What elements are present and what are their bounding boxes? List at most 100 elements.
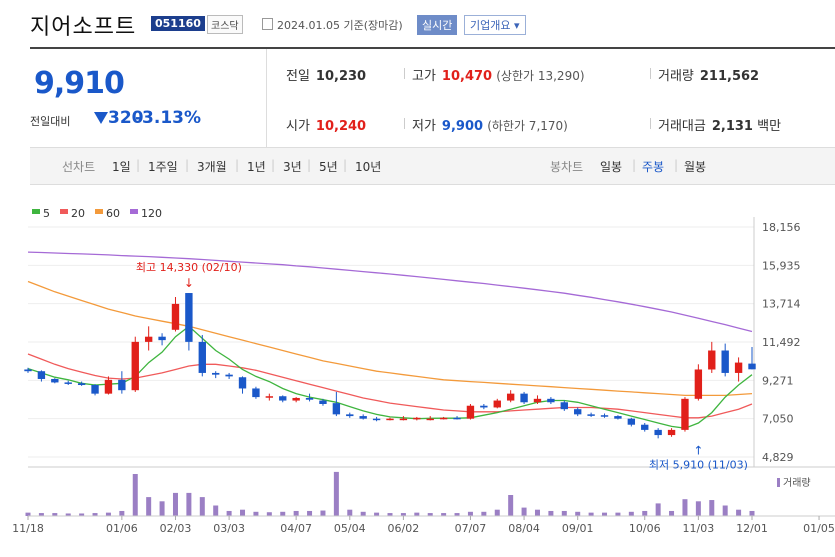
candle [533, 398, 542, 403]
volume-bar [186, 492, 192, 516]
candle [694, 369, 703, 399]
volume-bar [508, 495, 514, 516]
change-percent: -3.13% [135, 108, 202, 128]
candle [600, 415, 609, 417]
volume-bar [628, 511, 634, 516]
candle [614, 416, 622, 419]
tab-1y[interactable]: 1년 [247, 160, 266, 174]
divider [266, 49, 267, 147]
ma60-line [27, 280, 753, 397]
volume-bar [280, 511, 286, 516]
divider: | [185, 158, 190, 172]
y-tick-label: 13,714 [762, 298, 801, 311]
volume-bar [38, 513, 44, 516]
prev-close-value: 10,230 [315, 69, 367, 84]
prev-compare: 전일대비 [30, 113, 70, 129]
header-divider [30, 47, 835, 49]
candle-chart-label: 봉차트 [550, 160, 584, 174]
volume-bar [722, 505, 728, 516]
volume-bar [481, 511, 487, 516]
candle [748, 363, 756, 370]
header: 지어소프트 051160 코스닥 2024.01.05 기준(장마감) 실시간 … [0, 0, 835, 48]
candle [279, 396, 287, 401]
volume-bar [588, 512, 594, 516]
period-tabs: 선차트 1일 | 1주일 | 3개월 | 1년 | 3년 | 5년 | 10년 … [30, 148, 835, 185]
candle [734, 362, 743, 373]
low-label: 저가 [412, 119, 436, 134]
candle [118, 379, 126, 391]
candle [587, 414, 595, 416]
candle [506, 393, 515, 401]
x-tick-label: 09/01 [562, 522, 594, 535]
volume-bar [132, 474, 138, 516]
divider: | [235, 158, 240, 172]
volume-bar [602, 512, 608, 516]
tab-1d[interactable]: 1일 [112, 160, 131, 174]
volume-bar [575, 511, 581, 516]
volume-bar [655, 503, 661, 516]
legend-swatch [32, 209, 40, 214]
stock-code: 051160 [151, 16, 205, 31]
volume-bar [467, 511, 473, 516]
tab-10y[interactable]: 10년 [355, 160, 382, 174]
volume-bar [293, 510, 299, 516]
quote-date: 2024.01.05 기준(장마감) [262, 17, 403, 33]
volume-bar [320, 510, 326, 516]
volume-bar [172, 492, 178, 516]
candle [493, 400, 501, 408]
tab-3m[interactable]: 3개월 [197, 160, 227, 174]
tab-5y[interactable]: 5년 [319, 160, 338, 174]
divider: | [136, 158, 141, 172]
candle [681, 398, 689, 430]
legend-swatch [777, 478, 780, 487]
x-tick-label: 03/03 [213, 522, 245, 535]
realtime-button[interactable]: 실시간 [417, 15, 458, 35]
ma120-line [27, 251, 753, 333]
low-value: 9,900 [441, 119, 484, 134]
tab-1w[interactable]: 1주일 [148, 160, 178, 174]
candle [131, 341, 139, 391]
lower-limit: (하한가 7,170) [487, 119, 568, 133]
x-tick-label: 12/01 [736, 522, 768, 535]
candle [37, 371, 46, 379]
candle [413, 417, 421, 420]
candle [547, 398, 555, 403]
candle [305, 397, 314, 400]
tab-daily[interactable]: 일봉 [600, 160, 623, 174]
volume-bar [65, 513, 71, 516]
volume-bar [548, 510, 554, 516]
candle [346, 414, 354, 417]
legend-label: 20 [71, 207, 85, 220]
tab-weekly[interactable]: 주봉 [642, 160, 665, 174]
volume-bar [441, 513, 447, 516]
volume-bar [615, 512, 621, 516]
candle [426, 418, 434, 421]
x-tick-label: 11/18 [12, 522, 44, 535]
divider [404, 68, 405, 79]
volume-bar [709, 500, 715, 516]
amount-label: 거래대금 [658, 119, 706, 134]
high-annotation: 최고 14,330 (02/10) [136, 261, 242, 274]
amount-value: 2,131 [711, 119, 753, 134]
divider: | [674, 158, 679, 172]
candle [77, 383, 86, 386]
x-tick-label: 06/02 [388, 522, 420, 535]
volume-bar [213, 505, 219, 516]
down-arrow-icon: ↓ [184, 276, 194, 290]
open-cell: 시가 10,240 [286, 115, 366, 134]
divider: | [307, 158, 312, 172]
y-tick-label: 7,050 [762, 413, 794, 426]
volume-value: 211,562 [699, 69, 760, 84]
volume-bar [534, 509, 540, 516]
volume-bar [347, 509, 353, 516]
divider [404, 118, 405, 129]
candle [144, 336, 153, 342]
x-tick-label: 07/07 [455, 522, 487, 535]
tab-3y[interactable]: 3년 [283, 160, 302, 174]
price-chart: 4,829 7,050 9,271 11,492 13,714 15,935 18,156 5… [12, 207, 835, 535]
candle [238, 377, 247, 389]
amount-unit: 백만 [757, 119, 782, 134]
legend-swatch [60, 209, 68, 214]
company-overview-button[interactable]: 기업개요 ▾ [464, 15, 526, 35]
tab-monthly[interactable]: 월봉 [684, 160, 707, 174]
